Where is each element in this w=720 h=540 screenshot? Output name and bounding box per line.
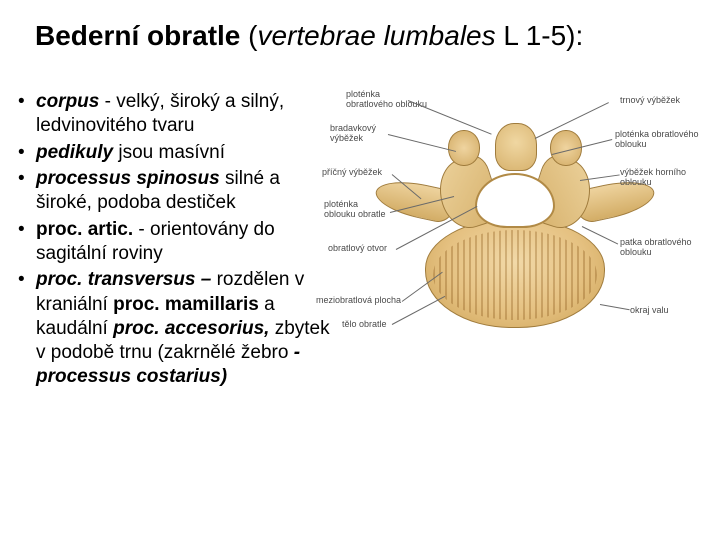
text: jsou masívní [113, 142, 225, 163]
label-plotenka-oblouku: ploténkaobratlového oblouku [346, 90, 427, 110]
bullet-artic: proc. artic. - orientovány do sagitální … [18, 218, 338, 267]
term: corpus [36, 91, 99, 112]
title-paren: ( [240, 20, 257, 51]
label-plotenka-oblouku-2: ploténkaoblouku obratle [324, 200, 386, 220]
label-trnovy: trnový výběžek [620, 96, 680, 106]
label-meziobratlova: meziobratlová plocha [316, 296, 401, 306]
leader-line [408, 100, 492, 135]
vertebra-diagram: ploténkaobratlového oblouku bradavkovývý… [330, 88, 710, 358]
term: pedikuly [36, 142, 113, 163]
bullet-list: corpus - velký, široký a silný, ledvinov… [18, 90, 338, 392]
bullet-spinosus: processus spinosus silné a široké, podob… [18, 167, 338, 216]
label-vybezek-horniho: výběžek horníhooblouku [620, 168, 686, 188]
leader-line [388, 134, 456, 152]
label-okraj-valu: okraj valu [630, 306, 669, 316]
bullet-pedikuly: pedikuly jsou masívní [18, 141, 338, 165]
leader-line [600, 304, 630, 310]
page-title: Bederní obratle (vertebrae lumbales L 1-… [35, 20, 583, 52]
title-italic: vertebrae lumbales [258, 20, 496, 51]
label-telo-obratle: tělo obratle [342, 320, 387, 330]
label-pricny: příčný výběžek [322, 168, 382, 178]
bullet-transversus: proc. transversus – rozdělen v kraniální… [18, 268, 338, 390]
term2: proc. mamillaris [113, 294, 259, 315]
spinous-process [495, 123, 537, 171]
label-plotenka-r: ploténka obratlovéhooblouku [615, 130, 699, 150]
vertebral-body-texture [433, 230, 597, 320]
label-patka: patka obratlovéhooblouku [620, 238, 692, 258]
bullet-corpus: corpus - velký, široký a silný, ledvinov… [18, 90, 338, 139]
term3: proc. accesorius, [113, 318, 269, 339]
articular-process-left [448, 130, 480, 166]
label-bradavkovy: bradavkovývýběžek [330, 124, 376, 144]
title-bold: Bederní obratle [35, 20, 240, 51]
term: processus spinosus [36, 168, 220, 189]
term: proc. transversus – [36, 269, 211, 290]
term: proc. artic. [36, 219, 133, 240]
title-rest: L 1-5): [496, 20, 584, 51]
label-obratlovy-otvor: obratlový otvor [328, 244, 387, 254]
